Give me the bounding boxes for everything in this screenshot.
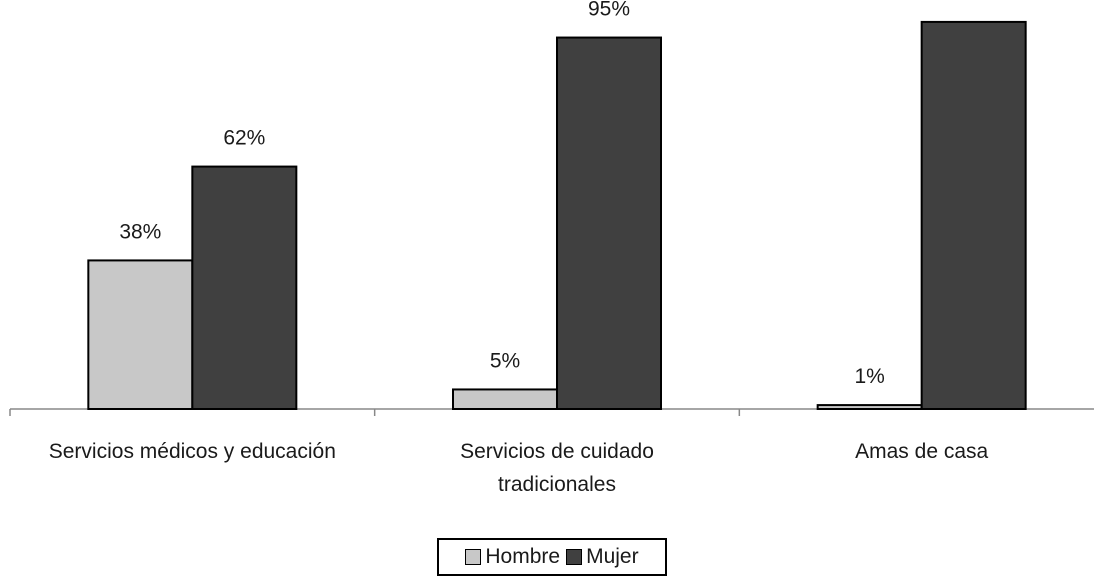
data-label-mujer-0: 62%	[223, 127, 265, 150]
bar-hombre-0	[87, 259, 194, 411]
category-label-0: Servicios médicos y educación	[49, 440, 336, 463]
legend-label-hombre: Hombre	[485, 545, 561, 568]
bar-hombre-2	[816, 404, 923, 410]
legend-item-mujer: Mujer	[566, 545, 639, 569]
legend: Hombre Mujer	[437, 538, 667, 576]
bar-mujer-1	[556, 36, 662, 411]
legend-swatch-mujer	[566, 549, 583, 565]
data-label-mujer-1: 95%	[588, 0, 630, 21]
legend-label-mujer: Mujer	[586, 545, 639, 568]
legend-swatch-hombre	[465, 549, 482, 565]
data-label-mujer-2: 99%	[953, 0, 995, 5]
data-label-hombre-1: 5%	[490, 349, 520, 372]
category-label-2: Amas de casa	[855, 440, 988, 463]
data-label-hombre-2: 1%	[854, 365, 884, 388]
bar-hombre-1	[452, 388, 558, 411]
legend-item-hombre: Hombre	[465, 545, 560, 569]
category-label-1: tradicionales	[498, 473, 616, 496]
bar-mujer-2	[920, 20, 1027, 410]
category-label-1: Servicios de cuidado	[460, 440, 654, 463]
data-label-hombre-0: 38%	[119, 220, 161, 243]
bar-mujer-0	[191, 165, 298, 410]
